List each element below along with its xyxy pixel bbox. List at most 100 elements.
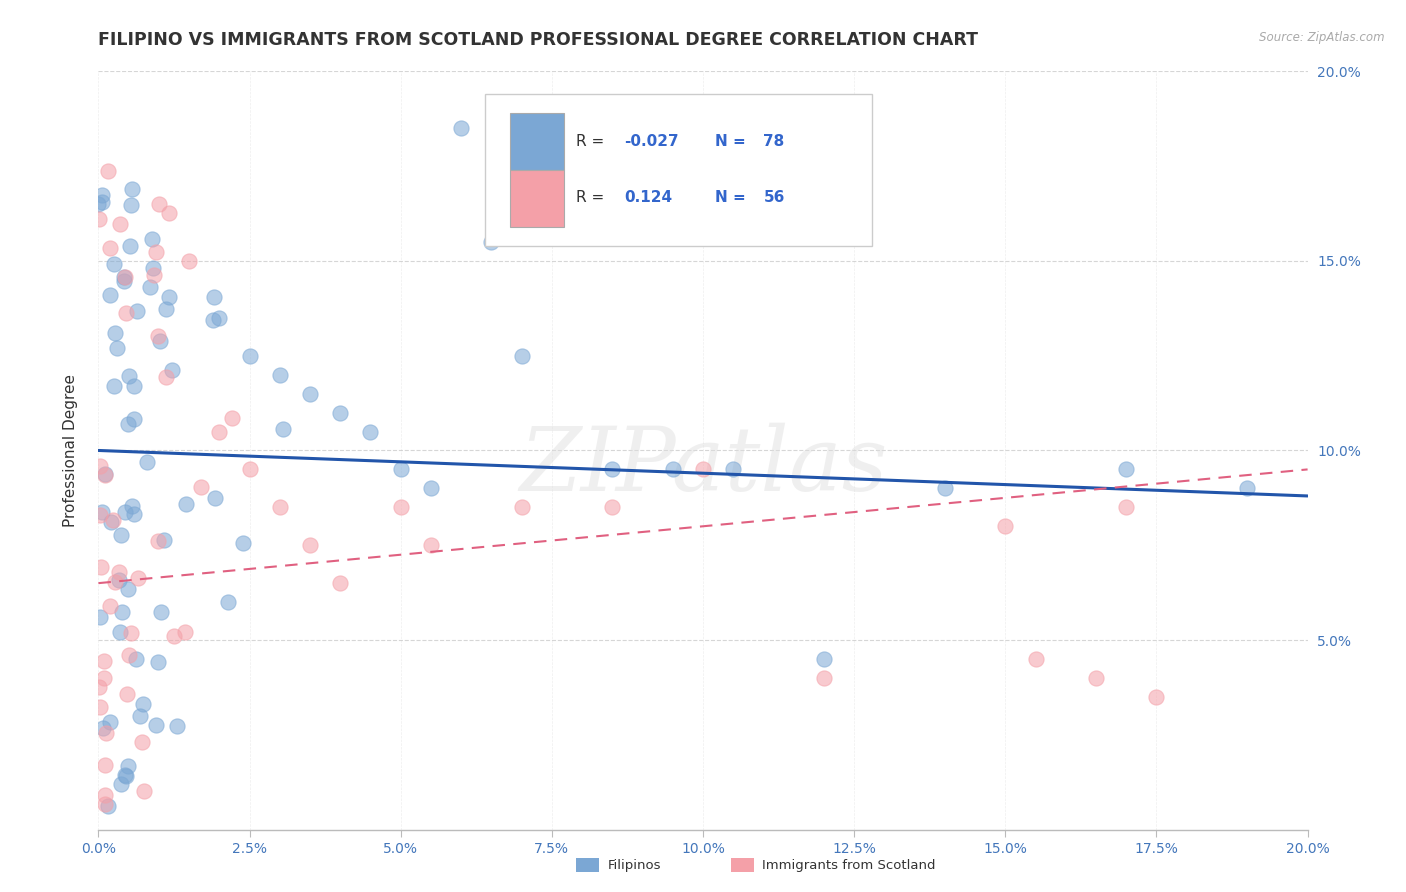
Text: ZIPatlas: ZIPatlas xyxy=(519,422,887,509)
Point xyxy=(179,254,201,268)
Point xyxy=(89,458,111,473)
Text: N =: N = xyxy=(716,135,751,149)
Point xyxy=(112,269,135,284)
Point xyxy=(94,467,117,481)
Text: Source: ZipAtlas.com: Source: ZipAtlas.com xyxy=(1260,31,1385,45)
Point xyxy=(602,500,624,515)
Point xyxy=(1085,671,1108,685)
Point xyxy=(98,241,121,255)
Point xyxy=(602,462,624,476)
Point xyxy=(91,187,114,202)
Point xyxy=(723,462,745,476)
Point xyxy=(934,482,956,496)
Point xyxy=(94,467,117,482)
Point xyxy=(114,269,136,284)
Point xyxy=(239,462,262,476)
Point xyxy=(299,386,322,401)
Point xyxy=(118,648,141,662)
Point xyxy=(217,594,239,608)
Point xyxy=(89,700,111,714)
Point xyxy=(149,605,172,619)
Point xyxy=(148,534,170,549)
Point xyxy=(204,491,226,505)
Point xyxy=(155,370,177,384)
Point xyxy=(661,462,683,476)
Point xyxy=(89,610,111,624)
Point xyxy=(232,536,254,550)
Text: R =: R = xyxy=(576,191,609,205)
Point xyxy=(117,687,139,701)
Point xyxy=(117,759,139,773)
Point xyxy=(118,368,141,383)
Point xyxy=(97,799,120,814)
Point xyxy=(134,784,156,798)
Point xyxy=(299,538,322,552)
Point xyxy=(163,629,186,643)
Text: N =: N = xyxy=(716,191,751,205)
Point xyxy=(114,768,136,782)
Point xyxy=(110,605,132,619)
Point xyxy=(125,304,148,318)
Point xyxy=(101,513,124,527)
Text: R =: R = xyxy=(576,135,609,149)
Point xyxy=(89,211,111,226)
Point xyxy=(115,769,138,783)
Point xyxy=(157,206,180,220)
Point xyxy=(122,507,145,521)
Point xyxy=(1115,500,1137,515)
Point xyxy=(100,599,122,614)
Point xyxy=(1144,690,1167,704)
Point xyxy=(269,500,291,515)
Point xyxy=(813,671,835,685)
Point xyxy=(176,497,198,511)
Point xyxy=(174,624,197,639)
Point xyxy=(201,313,224,327)
Text: 56: 56 xyxy=(763,191,785,205)
Point xyxy=(142,268,165,283)
Point xyxy=(127,571,149,585)
Point xyxy=(110,625,132,640)
Point xyxy=(93,654,115,668)
Text: 78: 78 xyxy=(763,135,785,149)
Point xyxy=(118,239,141,253)
Point xyxy=(208,425,231,439)
Point xyxy=(142,261,165,276)
Point xyxy=(221,410,243,425)
Point xyxy=(1024,652,1046,666)
Point xyxy=(157,290,180,304)
Point xyxy=(145,718,167,732)
Point xyxy=(166,719,188,733)
Point xyxy=(120,625,142,640)
Point xyxy=(1236,482,1258,496)
Point xyxy=(155,301,177,316)
Point xyxy=(112,274,135,288)
Point xyxy=(1115,462,1137,476)
Point xyxy=(481,235,503,249)
Point xyxy=(104,326,127,340)
Point xyxy=(450,121,472,136)
Text: -0.027: -0.027 xyxy=(624,135,679,149)
Point xyxy=(108,217,131,231)
Point xyxy=(91,721,114,735)
Point xyxy=(105,342,128,356)
Point xyxy=(114,505,136,519)
Point xyxy=(98,715,121,730)
Point xyxy=(124,379,146,393)
Point xyxy=(141,232,163,246)
Point xyxy=(139,279,162,293)
Point xyxy=(87,196,110,211)
FancyBboxPatch shape xyxy=(509,170,564,227)
Point xyxy=(510,349,533,363)
Point xyxy=(120,198,142,212)
Point xyxy=(160,363,183,377)
Point xyxy=(121,182,143,196)
Point xyxy=(136,455,159,469)
Point xyxy=(125,652,148,666)
Point xyxy=(98,287,121,301)
Point xyxy=(94,757,117,772)
Point xyxy=(100,515,122,529)
Text: 0.124: 0.124 xyxy=(624,191,672,205)
Point xyxy=(813,652,835,666)
Point xyxy=(90,505,112,519)
Point xyxy=(107,566,129,580)
